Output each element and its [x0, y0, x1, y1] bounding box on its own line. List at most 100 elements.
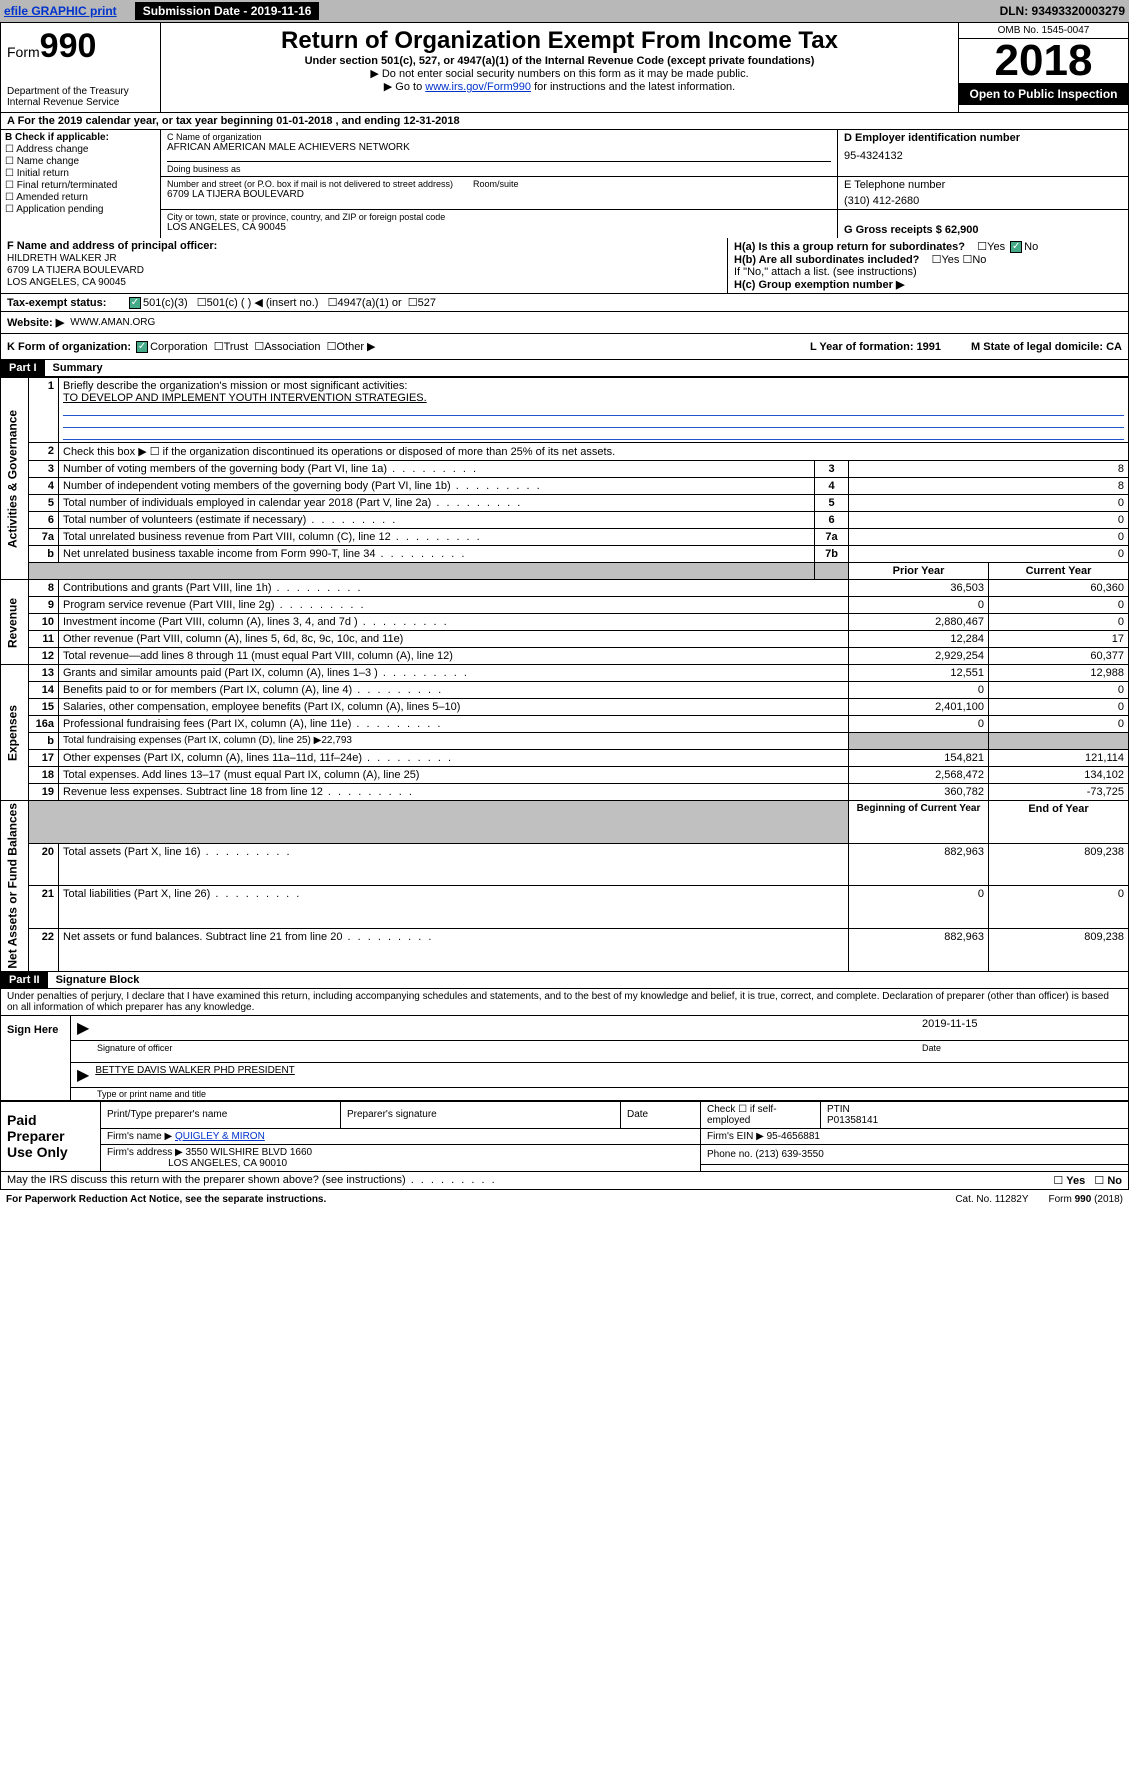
h-preparer-name: Print/Type preparer's name	[101, 1101, 341, 1128]
arrow-icon: ▶	[77, 1018, 89, 1038]
opt-501c3: 501(c)(3)	[143, 297, 188, 309]
footer-left: For Paperwork Reduction Act Notice, see …	[6, 1194, 935, 1205]
e-label: E Telephone number	[844, 179, 1122, 191]
discuss-label: May the IRS discuss this return with the…	[7, 1174, 1053, 1187]
discuss-row: May the IRS discuss this return with the…	[0, 1172, 1129, 1190]
i-label: Tax-exempt status:	[7, 297, 127, 309]
form-word: Form	[7, 44, 40, 60]
dept-label: Department of the Treasury Internal Reve…	[7, 86, 154, 108]
arrow-icon: ▶	[77, 1065, 89, 1085]
m-state: M State of legal domicile: CA	[971, 341, 1122, 353]
efile-link[interactable]: efile GRAPHIC print	[4, 4, 117, 18]
chk-initial-return[interactable]: ☐ Initial return	[5, 168, 156, 179]
section-b-to-g: B Check if applicable: ☐ Address change …	[0, 130, 1129, 238]
footer-mid: Cat. No. 11282Y	[955, 1194, 1028, 1205]
open-inspection: Open to Public Inspection	[959, 83, 1128, 105]
street-label: Number and street (or P.O. box if mail i…	[167, 179, 453, 189]
paid-label: Paid Preparer Use Only	[1, 1101, 101, 1171]
sig-date: 2019-11-15	[922, 1018, 1122, 1038]
officer-addr2: LOS ANGELES, CA 90045	[7, 277, 126, 288]
side-activities: Activities & Governance	[1, 378, 29, 580]
d-label: D Employer identification number	[844, 132, 1020, 144]
footer-right: Form 990 (2018)	[1049, 1194, 1123, 1205]
part1-head: Part I	[1, 360, 45, 376]
firm-phone: Phone no. (213) 639-3550	[701, 1144, 1129, 1165]
form-number: 990	[40, 27, 97, 65]
k-label: K Form of organization:	[7, 341, 131, 353]
hb-label: H(b) Are all subordinates included?	[734, 254, 919, 266]
chk-address-change[interactable]: ☐ Address change	[5, 144, 156, 155]
firm-name-label: Firm's name ▶	[107, 1131, 172, 1142]
part1-title: Summary	[45, 362, 103, 374]
opt-527: 527	[418, 297, 436, 309]
declaration: Under penalties of perjury, I declare th…	[1, 989, 1128, 1015]
city-label: City or town, state or province, country…	[167, 212, 831, 222]
chk-name-change[interactable]: ☐ Name change	[5, 156, 156, 167]
firm-addr2: LOS ANGELES, CA 90010	[168, 1158, 287, 1169]
line1-value: TO DEVELOP AND IMPLEMENT YOUTH INTERVENT…	[63, 392, 427, 404]
tax-year: 2018	[959, 39, 1128, 83]
form-header: Form990 Department of the Treasury Inter…	[0, 22, 1129, 113]
firm-ein: Firm's EIN ▶ 95-4656881	[701, 1128, 1129, 1144]
hb-note: If "No," attach a list. (see instruction…	[734, 266, 1122, 278]
date-label: Date	[922, 1043, 1122, 1060]
goto-suffix: for instructions and the latest informat…	[531, 81, 735, 93]
part2-title: Signature Block	[48, 974, 140, 986]
firm-addr-label: Firm's address ▶	[107, 1147, 183, 1158]
dln: DLN: 93493320003279	[1000, 4, 1125, 18]
ha-label: H(a) Is this a group return for subordin…	[734, 241, 965, 253]
goto-prefix: ▶ Go to	[384, 81, 425, 93]
h-ptin: PTIN	[827, 1104, 850, 1115]
side-net-assets: Net Assets or Fund Balances	[1, 801, 29, 972]
part2-head: Part II	[1, 972, 48, 988]
submission-date: Submission Date - 2019-11-16	[135, 2, 320, 20]
ein-value: 95-4324132	[844, 150, 1122, 162]
officer-name: HILDRETH WALKER JR	[7, 253, 117, 264]
sig-officer-label: Signature of officer	[97, 1043, 922, 1060]
f-label: F Name and address of principal officer:	[7, 240, 217, 252]
col-b: B Check if applicable: ☐ Address change …	[1, 130, 161, 238]
ptin-value: P01358141	[827, 1115, 878, 1126]
room-label: Room/suite	[473, 179, 519, 189]
opt-4947: 4947(a)(1) or	[337, 297, 401, 309]
subtitle-2: ▶ Do not enter social security numbers o…	[167, 67, 952, 80]
chk-corp[interactable]	[136, 341, 148, 353]
h-date: Date	[621, 1101, 701, 1128]
city-value: LOS ANGELES, CA 90045	[167, 222, 831, 233]
chk-amended[interactable]: ☐ Amended return	[5, 192, 156, 203]
firm-addr1: 3550 WILSHIRE BLVD 1660	[186, 1147, 313, 1158]
form-title: Return of Organization Exempt From Incom…	[167, 27, 952, 55]
line2: Check this box ▶ ☐ if the organization d…	[59, 443, 1129, 461]
side-expenses: Expenses	[1, 665, 29, 801]
h-preparer-sig: Preparer's signature	[341, 1101, 621, 1128]
dba-label: Doing business as	[167, 161, 831, 174]
officer-print-name: BETTYE DAVIS WALKER PHD PRESIDENT	[95, 1065, 294, 1085]
side-revenue: Revenue	[1, 580, 29, 665]
hc-label: H(c) Group exemption number ▶	[734, 279, 904, 291]
row-a: A For the 2019 calendar year, or tax yea…	[0, 113, 1129, 130]
summary-table: Activities & Governance 1 Briefly descri…	[0, 377, 1129, 972]
chk-application-pending[interactable]: ☐ Application pending	[5, 204, 156, 215]
g-receipts: G Gross receipts $ 62,900	[844, 224, 979, 236]
paid-preparer-table: Paid Preparer Use Only Print/Type prepar…	[0, 1101, 1129, 1172]
ha-no-check[interactable]	[1010, 241, 1022, 253]
col-b-head: B Check if applicable:	[5, 132, 109, 143]
irs-link[interactable]: www.irs.gov/Form990	[425, 81, 531, 93]
firm-name-link[interactable]: QUIGLEY & MIRON	[175, 1131, 265, 1142]
opt-501c: 501(c) ( ) ◀ (insert no.)	[207, 296, 319, 309]
website-value: WWW.AMAN.ORG	[70, 317, 155, 328]
line1-label: Briefly describe the organization's miss…	[63, 380, 407, 392]
l-year: L Year of formation: 1991	[810, 341, 941, 353]
officer-addr1: 6709 LA TIJERA BOULEVARD	[7, 265, 144, 276]
print-name-label: Type or print name and title	[97, 1088, 1128, 1100]
subtitle-1: Under section 501(c), 527, or 4947(a)(1)…	[167, 55, 952, 67]
phone-value: (310) 412-2680	[844, 195, 1122, 207]
chk-501c3[interactable]	[129, 297, 141, 309]
chk-final-return[interactable]: ☐ Final return/terminated	[5, 180, 156, 191]
top-bar: efile GRAPHIC print Submission Date - 20…	[0, 0, 1129, 22]
footer: For Paperwork Reduction Act Notice, see …	[0, 1190, 1129, 1209]
j-label: Website: ▶	[7, 316, 64, 329]
c-name-label: C Name of organization	[167, 132, 831, 142]
street-value: 6709 LA TIJERA BOULEVARD	[167, 189, 831, 200]
org-name: AFRICAN AMERICAN MALE ACHIEVERS NETWORK	[167, 142, 831, 153]
